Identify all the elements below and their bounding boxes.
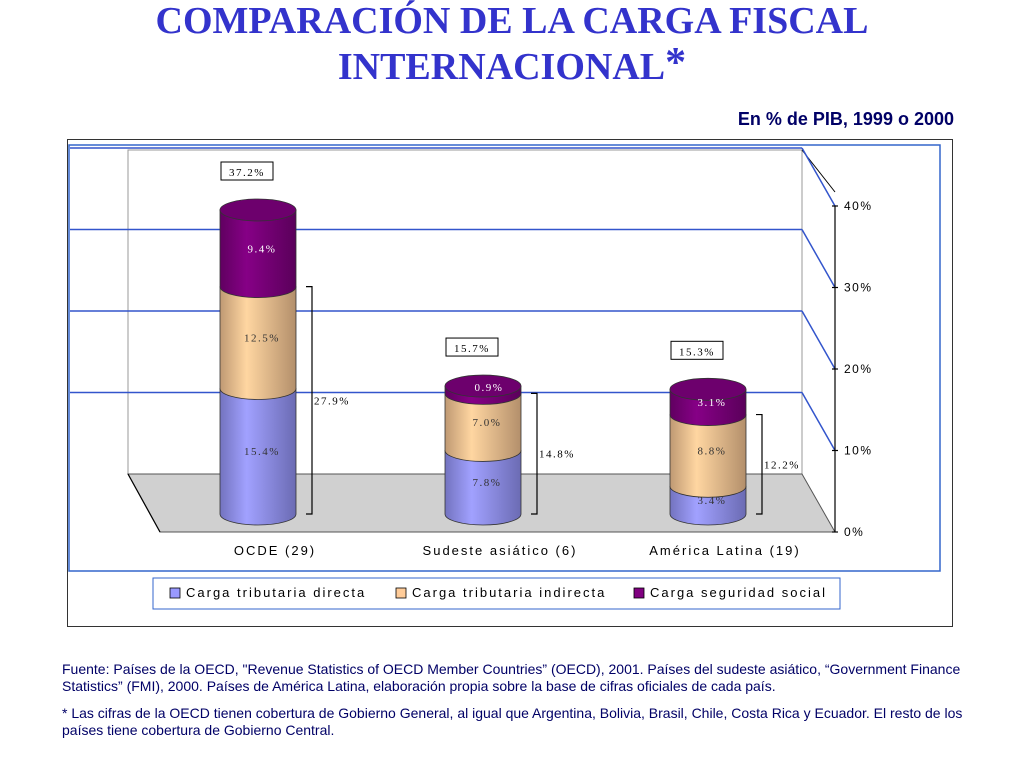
chart-title-line2: INTERNACIONAL* bbox=[0, 40, 1024, 92]
legend-swatch bbox=[169, 587, 181, 599]
legend-label: Carga tributaria directa bbox=[186, 585, 366, 600]
bar-segment bbox=[444, 450, 522, 526]
data-label: 3.1% bbox=[698, 397, 727, 409]
total-label-group: 37.2% bbox=[220, 161, 274, 181]
data-label: 0.9% bbox=[475, 382, 504, 394]
y-tick-label: 0% bbox=[844, 525, 864, 539]
bar-top-cap bbox=[219, 198, 297, 222]
data-label: 12.5% bbox=[244, 333, 280, 345]
gridline-side bbox=[801, 229, 836, 288]
chart-title-line1: COMPARACIÓN DE LA CARGA FISCAL bbox=[155, 0, 869, 42]
floor-left-edge bbox=[127, 473, 161, 533]
bar-segment bbox=[219, 286, 297, 400]
chart-frame bbox=[67, 139, 953, 627]
data-label: 3.4% bbox=[698, 495, 727, 507]
subtotal-label: 14.8% bbox=[539, 449, 575, 461]
bar-segment bbox=[669, 414, 747, 498]
chart-canvas: 0% 10% 20% 30% 40% 15.4% 12.5% 9.4% 37.2% 27.9% OC… bbox=[68, 144, 941, 610]
total-box bbox=[220, 161, 274, 181]
y-tick-label: 20% bbox=[844, 362, 873, 376]
data-label: 7.0% bbox=[473, 417, 502, 429]
subtotal-bracket bbox=[531, 392, 538, 515]
chart-title-text: INTERNACIONAL bbox=[337, 46, 666, 88]
bar-top-cap bbox=[669, 377, 747, 401]
data-label: 7.8% bbox=[473, 477, 502, 489]
chart-subtitle: En % de PIB, 1999 o 2000 bbox=[737, 109, 954, 129]
source-note: Fuente: Países de la OECD, "Revenue Stat… bbox=[62, 661, 961, 694]
y-tick-label: 30% bbox=[844, 281, 873, 295]
total-label-group: 15.3% bbox=[670, 340, 724, 360]
total-label: 37.2% bbox=[229, 167, 265, 179]
legend-swatch bbox=[633, 587, 645, 599]
legend-label: Carga seguridad social bbox=[650, 585, 827, 600]
data-label: 15.4% bbox=[244, 446, 280, 458]
legend-box bbox=[152, 577, 841, 610]
subtotal-label: 27.9% bbox=[314, 395, 350, 407]
bar-top-cap bbox=[444, 374, 522, 398]
legend-label: Carga tributaria indirecta bbox=[412, 585, 606, 600]
subtotal-bracket bbox=[756, 413, 763, 515]
subtotal-bracket bbox=[306, 286, 313, 515]
data-label: 8.8% bbox=[698, 445, 727, 457]
title-asterisk: * bbox=[665, 40, 687, 86]
total-label: 15.3% bbox=[679, 346, 715, 358]
bar-segment bbox=[219, 209, 297, 299]
coverage-note: * Las cifras de la OECD tienen cobertura… bbox=[62, 705, 963, 738]
gridline-side bbox=[801, 392, 836, 451]
total-label: 15.7% bbox=[454, 343, 490, 355]
data-label: 9.4% bbox=[248, 243, 277, 255]
x-category-label: OCDE (29) bbox=[234, 543, 316, 558]
bar-segment bbox=[219, 388, 297, 526]
total-label-group: 15.7% bbox=[445, 337, 499, 357]
bar-segment bbox=[444, 392, 522, 462]
x-category-label: Sudeste asiático (6) bbox=[423, 543, 578, 558]
total-box bbox=[670, 340, 724, 360]
gridline-side bbox=[801, 147, 836, 207]
x-category-label: América Latina (19) bbox=[649, 543, 800, 558]
legend: Carga tributaria directa Carga tributaria… bbox=[152, 577, 841, 610]
plot-area-border bbox=[68, 144, 941, 572]
total-box bbox=[445, 337, 499, 357]
gridline-side bbox=[801, 310, 836, 370]
y-tick-label: 10% bbox=[844, 444, 873, 458]
y-tick-label: 40% bbox=[844, 199, 873, 213]
legend-swatch bbox=[395, 587, 407, 599]
subtotal-label: 12.2% bbox=[764, 459, 800, 471]
